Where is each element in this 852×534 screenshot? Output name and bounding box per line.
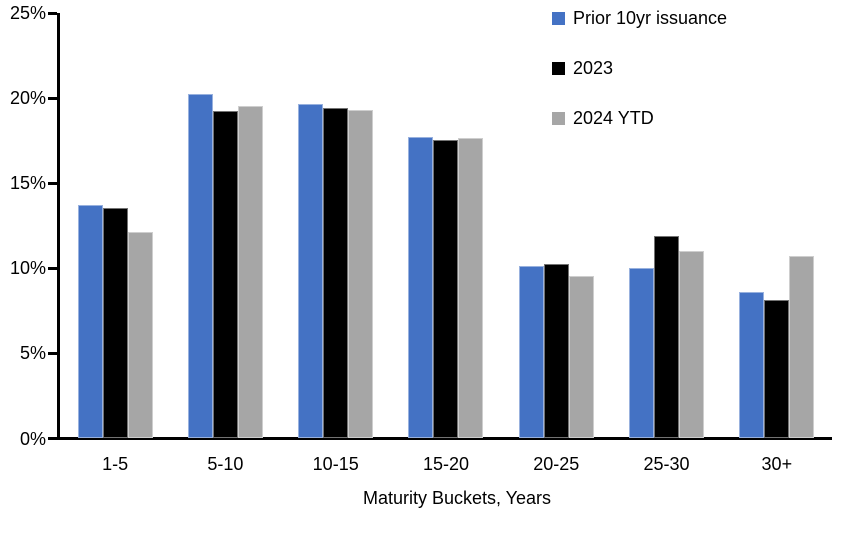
y-axis-tick-label: 0% <box>19 428 46 449</box>
legend: Prior 10yr issuance 2023 2024 YTD <box>552 8 727 158</box>
plot-area <box>60 13 832 438</box>
bar-2023-15-20 <box>433 140 459 438</box>
y-axis-line <box>57 13 60 440</box>
x-axis-title: Maturity Buckets, Years <box>362 488 552 508</box>
y-axis-tick-label: 10% <box>9 258 46 279</box>
bar-2024-ytd-1-5 <box>127 232 153 438</box>
bar-prior-10yr-issuance-20-25 <box>518 266 544 438</box>
bar-2024-ytd-30+ <box>789 255 815 438</box>
x-axis-labels: 1-5 5-10 10-15 15-20 20-25 25-30 30+ <box>60 454 832 475</box>
bar-prior-10yr-issuance-1-5 <box>77 204 103 438</box>
y-axis-tick <box>48 351 57 355</box>
bar-2023-20-25 <box>543 264 569 438</box>
y-axis-tick <box>48 11 57 15</box>
legend-label: Prior 10yr issuance <box>573 8 728 28</box>
y-axis-tick <box>48 96 57 100</box>
legend-item: 2023 <box>552 58 727 79</box>
bar-prior-10yr-issuance-15-20 <box>408 136 434 438</box>
x-axis-tick-label: 10-15 <box>312 454 359 474</box>
x-axis-tick-label: 25-30 <box>643 454 690 474</box>
x-axis-line <box>57 437 832 440</box>
legend-marker-icon <box>552 62 565 75</box>
bar-prior-10yr-issuance-30+ <box>739 291 765 438</box>
x-axis-tick-label: 20-25 <box>533 454 580 474</box>
bar-group-25-30 <box>611 13 721 438</box>
y-axis-tick-label: 20% <box>9 88 46 109</box>
y-axis-tick <box>48 266 57 270</box>
y-axis-tick-label: 5% <box>19 343 46 364</box>
legend-item: Prior 10yr issuance <box>552 8 727 29</box>
legend-marker-icon <box>552 112 565 125</box>
y-axis-tick-label: 25% <box>9 3 46 23</box>
x-axis-tick-label: 1-5 <box>102 454 129 474</box>
bar-2024-ytd-15-20 <box>458 138 484 438</box>
legend-label: 2024 YTD <box>573 108 654 128</box>
legend-marker-icon <box>552 12 565 25</box>
bar-prior-10yr-issuance-5-10 <box>187 94 213 438</box>
bar-prior-10yr-issuance-10-15 <box>298 104 324 438</box>
bar-group-5-10 <box>170 13 280 438</box>
bar-group-30+ <box>722 13 832 438</box>
bar-group-10-15 <box>281 13 391 438</box>
bar-2024-ytd-20-25 <box>568 276 594 438</box>
bar-2024-ytd-10-15 <box>348 109 374 438</box>
bar-2023-5-10 <box>212 111 238 438</box>
bar-2024-ytd-5-10 <box>237 106 263 438</box>
bar-2023-10-15 <box>323 107 349 438</box>
bar-2023-1-5 <box>102 208 128 438</box>
legend-item: 2024 YTD <box>552 108 727 129</box>
bar-2023-25-30 <box>654 235 680 438</box>
y-axis-tick-label: 15% <box>9 173 46 194</box>
bar-2024-ytd-25-30 <box>679 250 705 438</box>
bar-2023-30+ <box>764 300 790 438</box>
bar-group-20-25 <box>501 13 611 438</box>
x-axis-tick-label: 15-20 <box>422 454 469 474</box>
bar-prior-10yr-issuance-25-30 <box>629 267 655 438</box>
x-axis-tick-label: 5-10 <box>207 454 244 474</box>
y-axis-tick <box>48 181 57 185</box>
x-axis-tick-label: 30+ <box>761 454 793 474</box>
bar-group-1-5 <box>60 13 170 438</box>
legend-label: 2023 <box>573 58 614 78</box>
bar-group-15-20 <box>391 13 501 438</box>
y-axis-tick <box>48 437 57 440</box>
